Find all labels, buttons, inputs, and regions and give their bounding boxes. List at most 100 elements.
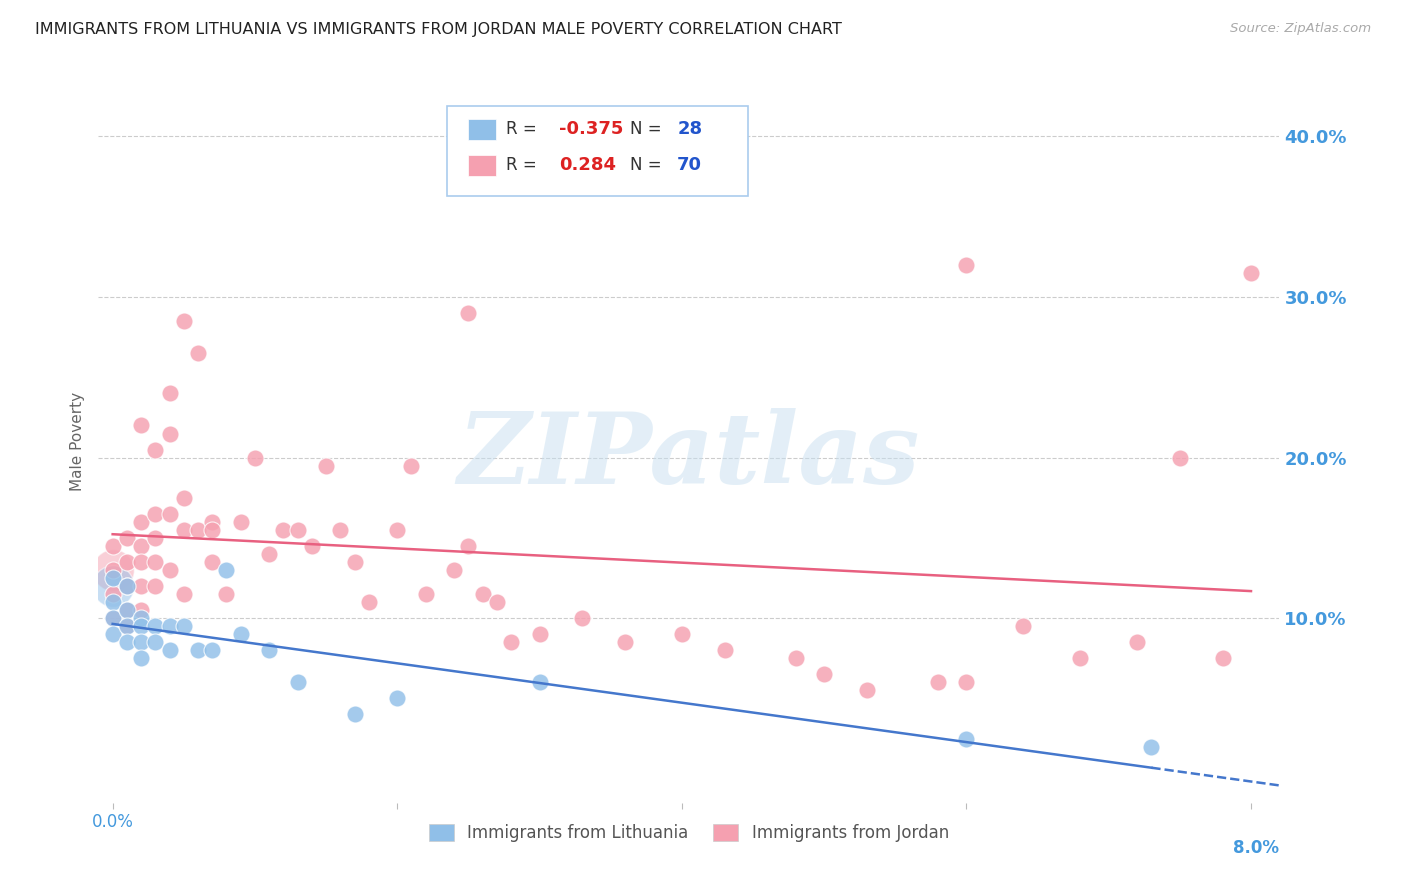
Point: [343, 707, 366, 722]
Text: 8.0%: 8.0%: [1233, 838, 1279, 857]
Point: [287, 523, 309, 537]
Point: [129, 635, 152, 649]
Point: [387, 523, 409, 537]
Text: 70: 70: [678, 156, 702, 174]
Point: [1212, 651, 1234, 665]
Point: [273, 523, 295, 537]
Point: [856, 683, 879, 698]
Text: 28: 28: [678, 120, 702, 137]
Point: [257, 547, 280, 561]
Legend: Immigrants from Lithuania, Immigrants from Jordan: Immigrants from Lithuania, Immigrants fr…: [422, 817, 956, 848]
Point: [229, 627, 252, 641]
FancyBboxPatch shape: [447, 105, 748, 196]
Point: [1069, 651, 1091, 665]
Point: [529, 627, 551, 641]
Point: [287, 675, 309, 690]
Point: [1012, 619, 1035, 633]
Point: [115, 635, 138, 649]
Point: [1140, 739, 1163, 754]
Point: [613, 635, 636, 649]
Point: [143, 579, 166, 593]
Point: [955, 675, 977, 690]
Point: [301, 539, 323, 553]
Point: [101, 587, 124, 601]
Point: [1168, 450, 1191, 465]
Point: [415, 587, 437, 601]
Point: [159, 643, 181, 657]
Point: [143, 635, 166, 649]
Point: [115, 619, 138, 633]
Point: [115, 555, 138, 569]
Point: [315, 458, 337, 473]
Point: [115, 619, 138, 633]
Point: [471, 587, 494, 601]
Point: [671, 627, 693, 641]
Point: [387, 691, 409, 706]
Point: [115, 603, 138, 617]
Point: [955, 258, 977, 272]
Point: [257, 643, 280, 657]
Point: [401, 458, 423, 473]
Point: [115, 531, 138, 545]
Point: [159, 563, 181, 577]
Point: [927, 675, 949, 690]
Point: [129, 651, 152, 665]
Point: [129, 611, 152, 625]
Point: [143, 531, 166, 545]
Text: N =: N =: [630, 156, 661, 174]
Point: [115, 579, 138, 593]
Point: [201, 555, 224, 569]
Point: [187, 643, 209, 657]
Point: [785, 651, 807, 665]
Point: [173, 619, 195, 633]
Point: [115, 579, 138, 593]
Point: [457, 539, 479, 553]
Point: [201, 523, 224, 537]
Point: [173, 314, 195, 328]
Point: [143, 507, 166, 521]
FancyBboxPatch shape: [468, 119, 496, 140]
Point: [129, 539, 152, 553]
Point: [457, 306, 479, 320]
Point: [329, 523, 352, 537]
Point: [485, 595, 508, 609]
Point: [101, 595, 124, 609]
Point: [215, 587, 238, 601]
Point: [571, 611, 593, 625]
Point: [173, 587, 195, 601]
Text: R =: R =: [506, 156, 537, 174]
Point: [101, 563, 124, 577]
Point: [173, 523, 195, 537]
Point: [529, 675, 551, 690]
Point: [101, 571, 124, 585]
Point: [159, 619, 181, 633]
Point: [229, 515, 252, 529]
Point: [129, 603, 152, 617]
Point: [215, 563, 238, 577]
Point: [187, 523, 209, 537]
Point: [813, 667, 835, 681]
Point: [143, 555, 166, 569]
Text: N =: N =: [630, 120, 661, 137]
Point: [101, 539, 124, 553]
Point: [201, 515, 224, 529]
Text: ZIPatlas: ZIPatlas: [458, 408, 920, 504]
Text: R =: R =: [506, 120, 537, 137]
Point: [159, 507, 181, 521]
Text: IMMIGRANTS FROM LITHUANIA VS IMMIGRANTS FROM JORDAN MALE POVERTY CORRELATION CHA: IMMIGRANTS FROM LITHUANIA VS IMMIGRANTS …: [35, 22, 842, 37]
Point: [129, 418, 152, 433]
Point: [357, 595, 380, 609]
Point: [143, 619, 166, 633]
Point: [713, 643, 735, 657]
Y-axis label: Male Poverty: Male Poverty: [70, 392, 86, 491]
Point: [101, 611, 124, 625]
Point: [201, 643, 224, 657]
Text: 0.284: 0.284: [560, 156, 616, 174]
Point: [955, 731, 977, 746]
Point: [1126, 635, 1149, 649]
Point: [101, 579, 124, 593]
Point: [143, 442, 166, 457]
Point: [115, 603, 138, 617]
Text: Source: ZipAtlas.com: Source: ZipAtlas.com: [1230, 22, 1371, 36]
Point: [129, 619, 152, 633]
